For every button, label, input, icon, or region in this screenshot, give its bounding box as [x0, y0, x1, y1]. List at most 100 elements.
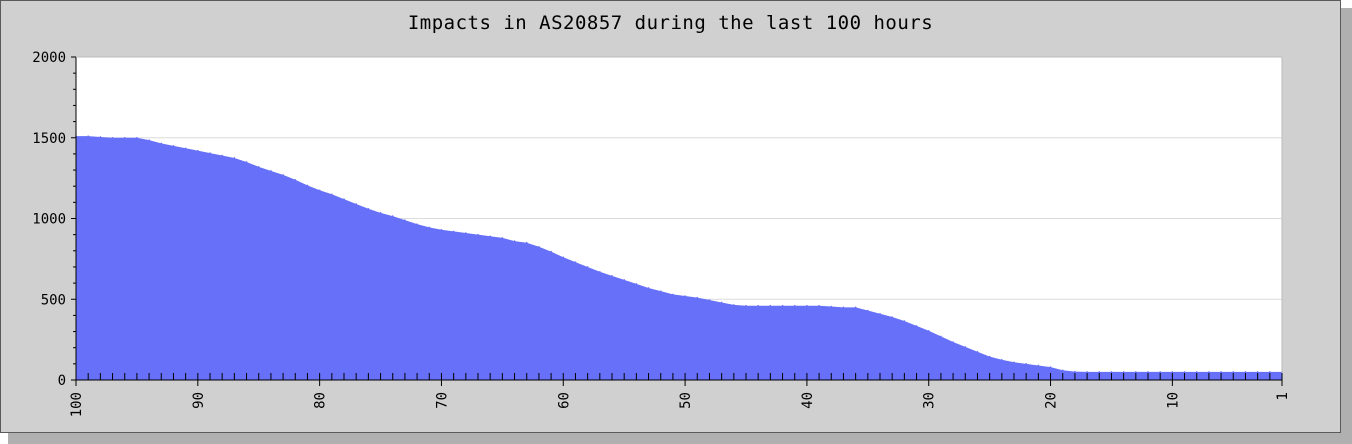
- data-point: [659, 290, 662, 292]
- data-point: [806, 304, 808, 307]
- frame-shadow-bottom: [8, 433, 1352, 444]
- data-point: [379, 212, 382, 214]
- data-point: [1232, 371, 1235, 373]
- data-point: [404, 219, 406, 221]
- data-point: [623, 279, 625, 281]
- data-point: [562, 256, 565, 259]
- data-point: [136, 136, 138, 139]
- data-point: [647, 287, 650, 289]
- x-tick-label: 60: [556, 392, 572, 409]
- data-point: [818, 304, 820, 307]
- data-point: [1037, 364, 1040, 367]
- data-point: [927, 329, 930, 332]
- data-point: [708, 299, 711, 301]
- data-point: [1244, 371, 1247, 373]
- area-series: [76, 136, 1282, 380]
- data-point: [599, 270, 601, 273]
- data-point: [988, 355, 991, 358]
- x-tick-label: 100: [69, 392, 85, 417]
- data-point: [525, 241, 528, 244]
- data-point: [428, 226, 431, 229]
- x-tick-label: 1: [1275, 392, 1291, 400]
- data-point: [1220, 371, 1222, 373]
- y-tick-label: 1500: [32, 131, 66, 147]
- data-point: [830, 305, 833, 308]
- data-point: [184, 147, 187, 150]
- data-point: [465, 232, 467, 234]
- data-point: [489, 235, 491, 238]
- data-point: [452, 230, 455, 233]
- data-point: [793, 304, 796, 307]
- data-point: [111, 136, 114, 139]
- data-point: [123, 136, 126, 139]
- data-point: [440, 229, 443, 231]
- data-point: [696, 296, 699, 299]
- data-point: [221, 154, 223, 157]
- data-point: [1001, 359, 1003, 361]
- y-tick-label: 2000: [32, 50, 66, 66]
- data-point: [331, 193, 333, 196]
- x-tick-label: 80: [313, 392, 329, 409]
- data-point: [513, 240, 516, 242]
- y-tick-label: 1000: [32, 212, 66, 228]
- data-point: [245, 161, 248, 163]
- data-point: [733, 304, 735, 306]
- data-point: [1183, 371, 1186, 373]
- data-point: [391, 215, 394, 217]
- data-point: [745, 304, 747, 307]
- data-point: [99, 136, 102, 138]
- x-tick-label: 50: [678, 392, 694, 409]
- data-point: [550, 250, 552, 253]
- data-point: [1061, 369, 1064, 372]
- data-point: [1135, 371, 1137, 373]
- x-tick-label: 30: [922, 392, 938, 409]
- data-point: [903, 320, 906, 322]
- x-tick-label: 10: [1165, 392, 1181, 409]
- data-point: [1208, 371, 1210, 373]
- data-point: [501, 237, 504, 239]
- data-point: [1171, 371, 1174, 373]
- data-point: [586, 266, 589, 268]
- data-point: [148, 139, 150, 141]
- axes: [71, 56, 1283, 386]
- frame-shadow-right: [1341, 8, 1352, 444]
- data-point: [1098, 371, 1101, 373]
- data-point: [867, 309, 869, 312]
- data-point: [538, 245, 540, 248]
- data-point: [574, 261, 577, 263]
- data-point: [1025, 363, 1027, 365]
- data-point: [684, 295, 686, 297]
- x-tick-label: 90: [191, 392, 207, 409]
- data-point: [367, 208, 370, 210]
- data-point: [197, 149, 199, 152]
- data-point: [757, 304, 759, 307]
- data-point: [635, 283, 638, 285]
- data-point: [1147, 371, 1149, 373]
- data-point: [964, 346, 967, 348]
- data-point: [672, 293, 674, 296]
- data-point: [854, 306, 857, 309]
- data-point: [318, 189, 321, 192]
- data-point: [1013, 361, 1015, 364]
- data-point: [1049, 366, 1052, 368]
- data-point: [270, 170, 272, 172]
- data-point: [879, 312, 881, 315]
- data-point: [611, 275, 613, 277]
- data-point: [306, 184, 309, 187]
- data-point: [87, 135, 89, 137]
- data-point: [257, 166, 260, 168]
- data-point: [209, 152, 211, 154]
- chart-title: Impacts in AS20857 during the last 100 h…: [407, 12, 934, 34]
- area-layer: [75, 135, 1283, 380]
- y-tick-label: 500: [41, 292, 66, 308]
- x-tick-label: 70: [434, 392, 450, 409]
- data-point: [160, 142, 163, 145]
- data-point: [915, 325, 918, 327]
- x-tick-label: 20: [1044, 392, 1060, 409]
- data-point: [294, 178, 297, 181]
- data-point: [282, 174, 284, 176]
- data-point: [891, 316, 893, 318]
- data-point: [940, 335, 942, 338]
- data-point: [1269, 371, 1271, 373]
